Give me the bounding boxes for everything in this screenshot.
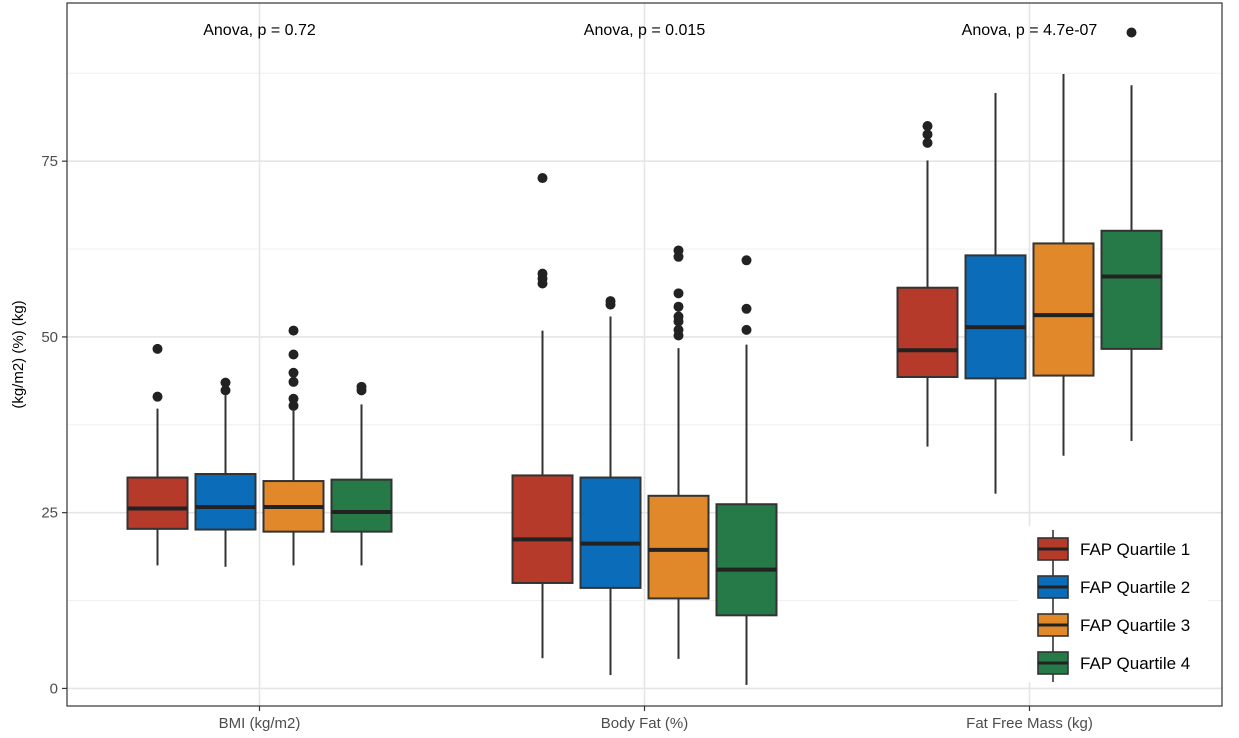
outlier-point <box>605 296 616 307</box>
outlier-point <box>288 367 299 378</box>
outlier-point <box>741 255 752 266</box>
box <box>194 377 257 567</box>
x-tick-label: Body Fat (%) <box>601 715 689 732</box>
outlier-point <box>288 376 299 387</box>
y-tick-label: 25 <box>41 505 58 522</box>
outlier-point <box>673 311 684 322</box>
legend-label: FAP Quartile 3 <box>1080 616 1190 635</box>
outlier-point <box>288 349 299 360</box>
box-body <box>647 494 710 600</box>
outlier-point <box>220 377 231 388</box>
outlier-point <box>922 121 933 132</box>
outlier-point <box>922 137 933 148</box>
x-tick-label: BMI (kg/m2) <box>219 715 301 732</box>
y-tick-label: 50 <box>41 329 58 346</box>
outlier-point <box>741 324 752 335</box>
box <box>330 381 393 566</box>
box-body <box>1100 229 1163 350</box>
outlier-point <box>288 325 299 336</box>
outlier-point <box>673 301 684 312</box>
box-body <box>964 254 1027 380</box>
box <box>647 245 710 659</box>
grid-lines <box>67 3 1222 706</box>
box-layer <box>126 27 1163 685</box>
outlier-point <box>922 129 933 140</box>
box-body <box>126 476 189 530</box>
box <box>579 296 642 676</box>
anova-annotation: Anova, p = 0.015 <box>584 22 706 39</box>
outlier-point <box>152 391 163 402</box>
box-body <box>896 286 959 378</box>
legend-item: FAP Quartile 1 <box>1037 530 1190 568</box>
box <box>511 173 574 659</box>
y-tick-label: 75 <box>41 153 58 170</box>
outlier-point <box>220 385 231 396</box>
legend-label: FAP Quartile 1 <box>1080 540 1190 559</box>
outlier-point <box>288 400 299 411</box>
outlier-point <box>356 381 367 392</box>
outlier-point <box>537 173 548 184</box>
outlier-point <box>288 393 299 404</box>
legend-label: FAP Quartile 4 <box>1080 654 1190 673</box>
legend-label: FAP Quartile 2 <box>1080 578 1190 597</box>
box <box>262 325 325 566</box>
box-body <box>511 474 574 584</box>
y-axis-title: (kg/m2) (%) (kg) <box>10 300 27 408</box>
box-body <box>579 476 642 589</box>
legend-item: FAP Quartile 3 <box>1037 606 1190 644</box>
x-tick-label: Fat Free Mass (kg) <box>966 715 1093 732</box>
box <box>1100 27 1163 441</box>
outlier-point <box>537 268 548 279</box>
annotation-layer: Anova, p = 0.72 Anova, p = 0.015 Anova, p … <box>203 22 1097 39</box>
outlier-point <box>741 303 752 314</box>
box <box>715 255 778 685</box>
y-tick-label: 0 <box>50 680 58 697</box>
box <box>896 121 959 447</box>
legend-item: FAP Quartile 4 <box>1037 644 1190 682</box>
outlier-point <box>673 324 684 335</box>
box-body <box>1032 242 1095 377</box>
box <box>964 92 1027 494</box>
box-body <box>715 503 778 617</box>
outlier-point <box>673 288 684 299</box>
anova-annotation: Anova, p = 4.7e-07 <box>962 22 1098 39</box>
axis-layer: 0 25 50 75 BMI (kg/m2) Body Fat (%) Fat Free M… <box>41 153 1093 732</box>
anova-annotation: Anova, p = 0.72 <box>203 22 316 39</box>
box-body <box>330 478 393 533</box>
box <box>126 343 189 566</box>
outlier-point <box>152 343 163 354</box>
outlier-point <box>1126 27 1137 38</box>
box <box>1032 74 1095 456</box>
outlier-point <box>673 245 684 256</box>
legend-item: FAP Quartile 2 <box>1037 568 1190 606</box>
legend: FAP Quartile 1 FAP Quartile 2 FAP Quartile… <box>1018 526 1208 682</box>
box-body <box>194 473 257 531</box>
